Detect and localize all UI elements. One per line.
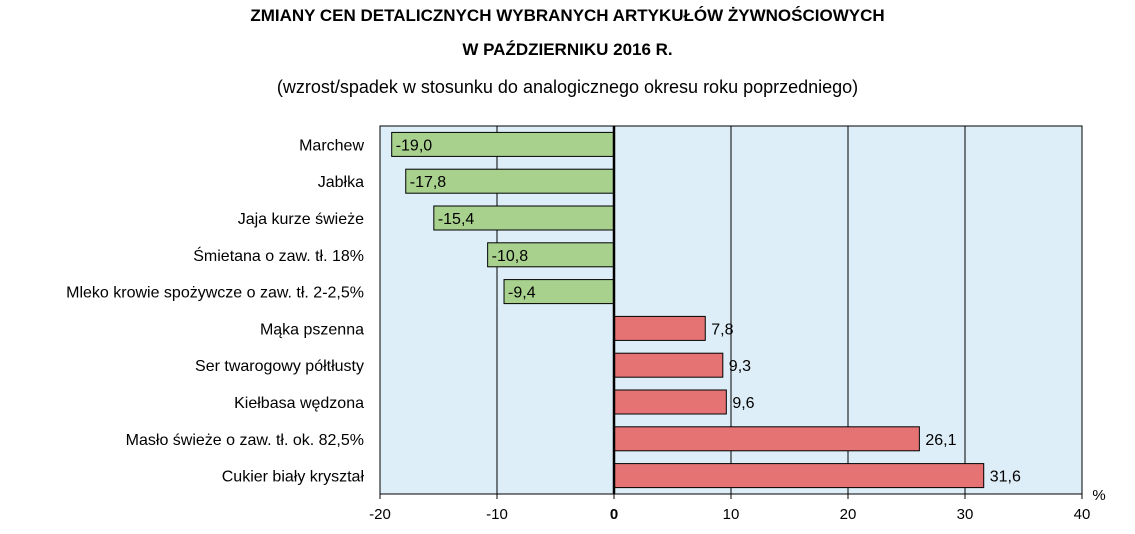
value-label: 9,3	[729, 358, 751, 375]
category-label: Mąka pszenna	[260, 321, 364, 338]
category-label: Ser twarogowy półtłusty	[195, 358, 364, 375]
x-tick-label: 20	[840, 506, 857, 523]
value-label: 31,6	[990, 469, 1021, 486]
bar	[613, 463, 985, 489]
bar	[613, 389, 727, 415]
value-label: -19,0	[396, 137, 433, 154]
value-label: -9,4	[508, 285, 536, 302]
category-label: Marchew	[299, 137, 364, 154]
x-tick-label: 30	[957, 506, 974, 523]
value-label: 26,1	[925, 432, 956, 449]
category-label: Jaja kurze świeże	[238, 211, 364, 228]
x-tick-label: -20	[369, 506, 391, 523]
chart-title-line-1: ZMIANY CEN DETALICZNYCH WYBRANYCH ARTYKU…	[250, 6, 885, 25]
value-label: 7,8	[711, 321, 733, 338]
value-label: -17,8	[410, 174, 447, 191]
category-label: Mleko krowie spożywcze o zaw. tł. 2-2,5%	[66, 285, 364, 302]
bar	[391, 131, 615, 157]
bar	[613, 426, 920, 452]
value-label: 9,6	[732, 395, 754, 412]
chart-subtitle: (wzrost/spadek w stosunku do analogiczne…	[276, 77, 859, 97]
bar	[433, 205, 615, 231]
category-label: Kiełbasa wędzona	[234, 395, 364, 412]
category-label: Śmietana o zaw. tł. 18%	[193, 246, 364, 265]
bar	[487, 242, 615, 268]
x-tick-label: 40	[1074, 506, 1091, 523]
bar	[503, 279, 615, 305]
x-tick-label: -10	[486, 506, 508, 523]
value-label: -15,4	[438, 211, 475, 228]
chart-title-line-2: W PAŹDZIERNIKU 2016 R.	[462, 40, 673, 59]
unit-label: %	[1092, 487, 1105, 504]
bar	[405, 168, 615, 194]
x-tick-label: 10	[723, 506, 740, 523]
category-label: Masło świeże o zaw. tł. ok. 82,5%	[126, 432, 364, 449]
bar	[613, 352, 724, 378]
bar	[613, 315, 706, 341]
x-tick-label: 0	[610, 506, 618, 523]
category-label: Jabłka	[318, 174, 364, 191]
value-label: -10,8	[492, 248, 529, 265]
category-label: Cukier biały kryształ	[222, 469, 365, 486]
